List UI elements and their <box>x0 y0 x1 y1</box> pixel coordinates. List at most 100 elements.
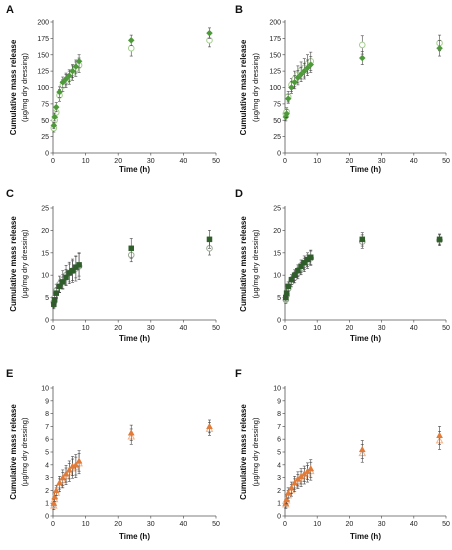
y-axis-label: Cumulative mass release <box>239 39 248 135</box>
y-axis-unit-label: (µg/mg dry dressing) <box>251 417 260 486</box>
y-tick-label: 175 <box>269 36 281 43</box>
y-tick-label: 125 <box>269 69 281 76</box>
x-tick-label: 0 <box>51 325 55 332</box>
data-point <box>300 67 308 75</box>
data-point <box>297 71 305 78</box>
y-axis-unit-label: (µg/mg dry dressing) <box>20 53 29 122</box>
x-tick-label: 40 <box>410 158 418 165</box>
series-1 <box>282 426 443 508</box>
x-tick-label: 40 <box>180 521 188 528</box>
data-point <box>62 470 70 477</box>
data-point <box>295 267 301 274</box>
y-axis-label: Cumulative mass release <box>9 404 18 500</box>
y-tick-label: 5 <box>277 450 281 457</box>
y-tick-label: 20 <box>41 228 49 235</box>
y-tick-label: 9 <box>45 398 49 405</box>
y-tick-label: 4 <box>277 462 281 469</box>
data-point <box>308 254 314 261</box>
series-1 <box>282 40 443 122</box>
data-point <box>56 283 63 290</box>
data-point <box>206 29 213 37</box>
panel-label: A <box>6 4 14 16</box>
x-tick-label: 40 <box>410 325 418 332</box>
data-point <box>294 74 302 82</box>
y-tick-label: 5 <box>45 295 49 302</box>
data-point <box>206 422 213 430</box>
panel-a: A 0 25 50 75 100 125 150 175 200 0 10 20 30 40 50 Time (… <box>6 4 220 174</box>
data-point <box>288 84 295 91</box>
y-tick-label: 25 <box>273 134 281 141</box>
data-point <box>62 75 70 83</box>
x-tick-label: 10 <box>313 158 321 165</box>
y-tick-label: 50 <box>273 118 281 125</box>
data-point <box>359 236 366 243</box>
x-axis-label: Time (h) <box>350 532 381 541</box>
data-point <box>282 499 290 506</box>
x-tick-label: 30 <box>378 158 386 165</box>
y-tick-label: 200 <box>37 20 49 27</box>
data-point <box>65 72 73 80</box>
y-tick-label: 25 <box>41 206 49 213</box>
y-tick-label: 175 <box>37 36 49 43</box>
data-point <box>291 78 299 86</box>
y-tick-label: 0 <box>45 151 49 158</box>
y-tick-label: 3 <box>277 475 281 482</box>
data-point <box>69 67 76 75</box>
y-tick-label: 10 <box>41 386 49 393</box>
data-point <box>127 36 135 44</box>
y-tick-label: 4 <box>45 462 49 469</box>
y-tick-label: 100 <box>37 85 49 92</box>
data-point <box>56 88 63 96</box>
series-1 <box>51 230 213 310</box>
data-point <box>301 259 308 266</box>
x-tick-label: 50 <box>442 521 450 528</box>
series-1 <box>50 27 213 130</box>
series-2 <box>50 33 213 133</box>
data-point <box>284 95 292 102</box>
y-axis-unit-label: (µg/mg dry dressing) <box>251 53 260 122</box>
y-tick-label: 3 <box>45 475 49 482</box>
x-tick-label: 20 <box>114 521 122 528</box>
panel-d: D 0 5 10 15 20 25 0 10 20 30 40 50 Time (h) Cumulative… <box>235 188 450 343</box>
data-point <box>283 495 291 503</box>
data-point <box>51 113 58 121</box>
panel-e: E 0 1 2 3 4 5 6 7 8 9 10 0 10 20 30 40 50 Time (h) Cumulati… <box>6 368 220 541</box>
y-tick-label: 8 <box>45 411 49 418</box>
y-tick-label: 2 <box>277 488 281 495</box>
x-tick-label: 0 <box>283 325 287 332</box>
y-tick-label: 0 <box>277 514 281 521</box>
x-tick-label: 40 <box>410 521 418 528</box>
y-tick-label: 5 <box>45 450 49 457</box>
x-axis-label: Time (h) <box>350 165 381 174</box>
y-tick-label: 7 <box>277 424 281 431</box>
x-tick-label: 20 <box>114 158 122 165</box>
data-point <box>127 429 135 436</box>
data-point <box>72 461 80 468</box>
x-tick-label: 10 <box>313 325 321 332</box>
y-tick-label: 1 <box>45 501 49 508</box>
y-tick-label: 9 <box>277 398 281 405</box>
y-tick-label: 0 <box>45 318 49 325</box>
data-point <box>51 493 59 500</box>
data-point <box>127 44 135 52</box>
data-point <box>50 499 58 506</box>
data-point <box>358 445 366 453</box>
y-tick-label: 125 <box>37 69 49 76</box>
y-axis-label: Cumulative mass release <box>239 404 248 500</box>
data-point <box>436 236 443 243</box>
x-tick-label: 20 <box>114 325 122 332</box>
x-tick-label: 0 <box>283 158 287 165</box>
y-tick-label: 6 <box>277 437 281 444</box>
x-axis-label: Time (h) <box>119 165 150 174</box>
y-axis-unit-label: (µg/mg dry dressing) <box>20 417 29 486</box>
data-point <box>128 245 134 252</box>
y-tick-label: 150 <box>37 52 49 59</box>
x-tick-label: 30 <box>147 325 155 332</box>
data-point <box>358 41 366 49</box>
data-point <box>298 263 304 269</box>
data-point <box>60 279 66 285</box>
panel-label: E <box>6 368 13 380</box>
data-point <box>51 297 58 303</box>
y-tick-label: 0 <box>45 514 49 521</box>
